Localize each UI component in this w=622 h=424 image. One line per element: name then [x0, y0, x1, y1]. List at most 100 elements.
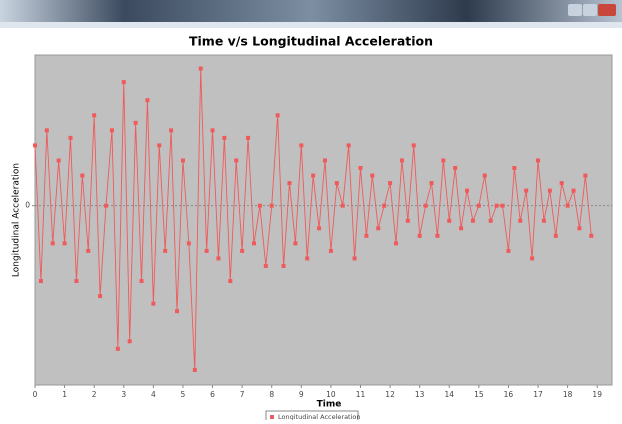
legend-swatch [270, 415, 274, 419]
data-point [276, 113, 280, 117]
data-point [506, 249, 510, 253]
x-tick-label: 9 [299, 390, 304, 399]
data-point [264, 264, 268, 268]
page: Time v/s Longitudinal Acceleration Longi… [0, 0, 622, 420]
data-point [216, 256, 220, 260]
chart-window: Time v/s Longitudinal Acceleration Longi… [0, 0, 622, 420]
data-point [376, 226, 380, 230]
data-point [33, 143, 37, 147]
data-point [566, 204, 570, 208]
chart-title: Time v/s Longitudinal Acceleration [189, 34, 433, 49]
data-point [92, 113, 96, 117]
data-point [134, 121, 138, 125]
data-point [489, 219, 493, 223]
data-point [501, 204, 505, 208]
data-point [400, 158, 404, 162]
data-point [151, 302, 155, 306]
data-point [347, 143, 351, 147]
data-point [252, 241, 256, 245]
data-point [459, 226, 463, 230]
data-point [483, 174, 487, 178]
data-point [145, 98, 149, 102]
data-point [382, 204, 386, 208]
data-point [51, 241, 55, 245]
data-point [406, 219, 410, 223]
data-point [305, 256, 309, 260]
data-point [175, 309, 179, 313]
data-point [335, 181, 339, 185]
data-point [577, 226, 581, 230]
data-point [282, 264, 286, 268]
data-point [140, 279, 144, 283]
x-tick-label: 2 [92, 390, 97, 399]
data-point [323, 158, 327, 162]
data-point [412, 143, 416, 147]
data-point [317, 226, 321, 230]
data-point [453, 166, 457, 170]
data-point [211, 128, 215, 132]
data-point [104, 204, 108, 208]
data-point [435, 234, 439, 238]
data-point [39, 279, 43, 283]
data-point [86, 249, 90, 253]
x-tick-label: 4 [151, 390, 156, 399]
x-axis-label: Time [317, 400, 342, 410]
data-point [542, 219, 546, 223]
window-border [0, 22, 622, 28]
data-point [69, 136, 73, 140]
data-point [122, 80, 126, 84]
data-point [299, 143, 303, 147]
data-point [353, 256, 357, 260]
data-point [163, 249, 167, 253]
data-point [471, 219, 475, 223]
x-tick-label: 0 [33, 390, 38, 399]
data-point [157, 143, 161, 147]
data-point [424, 204, 428, 208]
maximize-button[interactable] [583, 4, 597, 16]
data-point [418, 234, 422, 238]
data-point [246, 136, 250, 140]
data-point [110, 128, 114, 132]
data-point [441, 158, 445, 162]
data-point [270, 204, 274, 208]
data-point [583, 174, 587, 178]
x-tick-label: 1 [62, 390, 67, 399]
data-point [293, 241, 297, 245]
data-point [512, 166, 516, 170]
data-point [358, 166, 362, 170]
data-point [465, 189, 469, 193]
data-point [341, 204, 345, 208]
x-tick-label: 19 [592, 390, 602, 399]
x-tick-label: 17 [533, 390, 543, 399]
data-point [548, 189, 552, 193]
x-tick-label: 11 [356, 390, 366, 399]
close-button[interactable] [598, 4, 616, 16]
y-axis-label: Longitudinal Acceleration [12, 163, 22, 277]
title-bar [0, 0, 622, 22]
minimize-button[interactable] [568, 4, 582, 16]
data-point [181, 158, 185, 162]
x-tick-label: 15 [474, 390, 484, 399]
data-point [560, 181, 564, 185]
data-point [394, 241, 398, 245]
data-point [364, 234, 368, 238]
data-point [536, 158, 540, 162]
data-point [63, 241, 67, 245]
x-tick-label: 18 [563, 390, 573, 399]
data-point [329, 249, 333, 253]
data-point [193, 368, 197, 372]
data-point [205, 249, 209, 253]
data-point [57, 158, 61, 162]
data-point [477, 204, 481, 208]
data-point [128, 339, 132, 343]
data-point [430, 181, 434, 185]
data-point [228, 279, 232, 283]
legend-label: Longitudinal Acceleration [278, 413, 361, 420]
x-tick-label: 14 [444, 390, 454, 399]
data-point [530, 256, 534, 260]
data-point [388, 181, 392, 185]
data-point [116, 347, 120, 351]
data-point [45, 128, 49, 132]
data-point [447, 219, 451, 223]
data-point [495, 204, 499, 208]
